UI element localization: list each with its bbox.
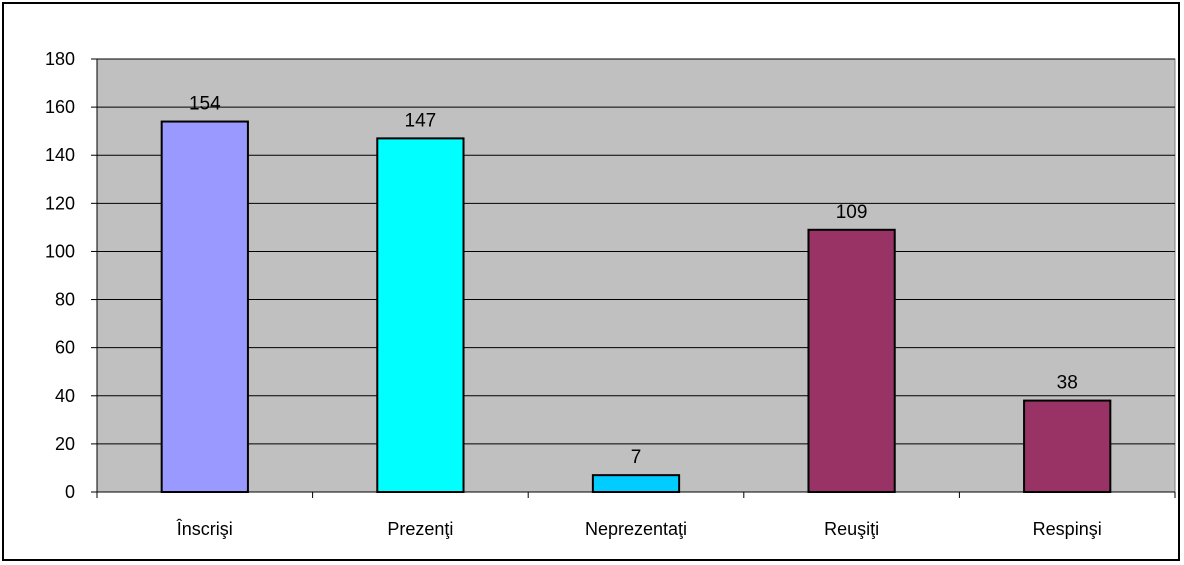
x-tick-label: Înscrişi — [176, 519, 233, 539]
y-tick-label: 120 — [45, 193, 75, 213]
y-tick-label: 0 — [65, 482, 75, 502]
data-label: 7 — [631, 447, 642, 468]
bar-2 — [591, 474, 681, 493]
y-tick-label: 60 — [55, 338, 75, 358]
bar-4 — [1023, 399, 1112, 494]
x-tick-label: Prezenţi — [387, 519, 453, 539]
plot-area — [96, 58, 1176, 493]
data-label: 154 — [189, 94, 221, 115]
x-tick-label: Reuşiţi — [824, 519, 879, 539]
bars — [160, 120, 1112, 494]
y-tick-label: 180 — [45, 49, 75, 69]
x-tick-label: Respinşi — [1033, 519, 1102, 539]
y-tick-label: 100 — [45, 241, 75, 261]
labels: 0 20 40 60 80 100 120 140 160 180 154 Înscrişi 147 Pr… — [45, 49, 1102, 539]
y-tick-label: 40 — [55, 386, 75, 406]
y-tick-label: 140 — [45, 145, 75, 165]
data-label: 147 — [405, 110, 437, 131]
y-tick-label: 20 — [55, 434, 75, 454]
bar-0 — [160, 120, 249, 494]
bar-1 — [376, 137, 465, 493]
data-label: 109 — [836, 202, 868, 223]
bar-3 — [807, 228, 896, 494]
data-label: 38 — [1057, 373, 1078, 394]
gridlines — [97, 58, 1175, 445]
y-tick-label: 160 — [45, 97, 75, 117]
y-tick-label: 80 — [55, 290, 75, 310]
axes — [91, 58, 1176, 498]
x-tick-label: Neprezentaţi — [585, 519, 687, 539]
